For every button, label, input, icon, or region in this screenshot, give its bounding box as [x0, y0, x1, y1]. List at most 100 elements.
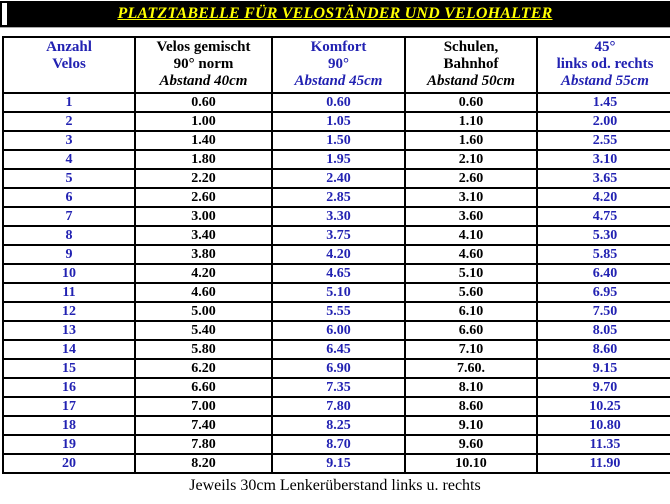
table-cell: 1.60: [404, 130, 538, 151]
table-row: 7 3.00 3.30 3.60 4.75: [2, 206, 670, 227]
header-line: Schulen,: [443, 39, 499, 55]
table-cell: 2: [2, 111, 136, 132]
table-cell: 6.60: [134, 377, 273, 398]
column-header-anzahl-velos: Anzahl Velos: [2, 36, 136, 94]
footer-note: Jeweils 30cm Lenkerüberstand links u. re…: [189, 477, 481, 494]
table-cell: 6.45: [271, 339, 406, 360]
table-cell: 8.20: [134, 453, 273, 474]
table-cell: 4.60: [404, 244, 538, 265]
table-cell: 14: [2, 339, 136, 360]
table-cell: 3.10: [404, 187, 538, 208]
table-cell: 3.40: [134, 225, 273, 246]
table-row: 3 1.40 1.50 1.60 2.55: [2, 130, 670, 151]
table-cell: 1.10: [404, 111, 538, 132]
table-cell: 4.10: [404, 225, 538, 246]
table-cell: 8.25: [271, 415, 406, 436]
header-line: Bahnhof: [443, 56, 499, 72]
header-line: 90° norm: [173, 56, 234, 72]
table-cell: 9.10: [404, 415, 538, 436]
table-cell: 5.00: [134, 301, 273, 322]
table-cell: 3.60: [404, 206, 538, 227]
table-cell: 7: [2, 206, 136, 227]
header-line: Abstand 40cm: [159, 73, 248, 89]
table-cell: 9.15: [536, 358, 670, 379]
table-row: 6 2.60 2.85 3.10 4.20: [2, 187, 670, 208]
table-cell: 20: [2, 453, 136, 474]
table-cell: 5.55: [271, 301, 406, 322]
table-cell: 1.40: [134, 130, 273, 151]
table-cell: 0.60: [404, 92, 538, 113]
table-cell: 11: [2, 282, 136, 303]
table-cell: 11.35: [536, 434, 670, 455]
platz-table: Anzahl Velos Velos gemischt 90° norm Abs…: [2, 36, 670, 474]
table-cell: 9.15: [271, 453, 406, 474]
table-cell: 4.75: [536, 206, 670, 227]
header-row: Anzahl Velos Velos gemischt 90° norm Abs…: [2, 36, 670, 94]
table-cell: 2.55: [536, 130, 670, 151]
table-cell: 1.95: [271, 149, 406, 170]
table-cell: 7.80: [134, 434, 273, 455]
table-cell: 17: [2, 396, 136, 417]
table-cell: 5.30: [536, 225, 670, 246]
table-cell: 5.80: [134, 339, 273, 360]
table-cell: 8.10: [404, 377, 538, 398]
table-cell: 11.90: [536, 453, 670, 474]
table-row: 9 3.80 4.20 4.60 5.85: [2, 244, 670, 265]
table-cell: 7.40: [134, 415, 273, 436]
table-cell: 2.60: [134, 187, 273, 208]
table-cell: 18: [2, 415, 136, 436]
table-cell: 8.60: [536, 339, 670, 360]
table-cell: 2.40: [271, 168, 406, 189]
table-cell: 6.60: [404, 320, 538, 341]
table-cell: 6: [2, 187, 136, 208]
table-cell: 5.85: [536, 244, 670, 265]
table-cell: 10: [2, 263, 136, 284]
header-line: links od. rechts: [556, 56, 654, 72]
table-cell: 3.10: [536, 149, 670, 170]
table-cell: 3.65: [536, 168, 670, 189]
page-title: PLATZTABELLE FÜR VELOSTÄNDER UND VELOHAL…: [117, 5, 553, 22]
table-cell: 0.60: [134, 92, 273, 113]
table-row: 2 1.00 1.05 1.10 2.00: [2, 111, 670, 132]
table-cell: 4.20: [134, 263, 273, 284]
column-header-schulen-bahnhof: Schulen, Bahnhof Abstand 50cm: [404, 36, 538, 94]
table-cell: 10.10: [404, 453, 538, 474]
table-cell: 2.20: [134, 168, 273, 189]
table-cell: 1.00: [134, 111, 273, 132]
header-line: Abstand 55cm: [561, 73, 649, 89]
table-cell: 13: [2, 320, 136, 341]
column-header-gemischt-90: Velos gemischt 90° norm Abstand 40cm: [134, 36, 273, 94]
table-cell: 1: [2, 92, 136, 113]
table-cell: 6.90: [271, 358, 406, 379]
table-cell: 7.50: [536, 301, 670, 322]
table-header: Anzahl Velos Velos gemischt 90° norm Abs…: [2, 36, 670, 94]
header-line: [5, 73, 133, 90]
table-row: 18 7.40 8.25 9.10 10.80: [2, 415, 670, 436]
table-cell: 1.45: [536, 92, 670, 113]
table-row: 15 6.20 6.90 7.60. 9.15: [2, 358, 670, 379]
title-bar-shadow: [0, 27, 670, 28]
table-cell: 1.50: [271, 130, 406, 151]
table-cell: 5.10: [404, 263, 538, 284]
table-cell: 3.00: [134, 206, 273, 227]
table-cell: 4.65: [271, 263, 406, 284]
table-cell: 7.35: [271, 377, 406, 398]
header-line: Velos gemischt: [156, 39, 251, 55]
table-cell: 3.30: [271, 206, 406, 227]
table-cell: 8: [2, 225, 136, 246]
table-cell: 2.00: [536, 111, 670, 132]
table-cell: 1.05: [271, 111, 406, 132]
table-row: 11 4.60 5.10 5.60 6.95: [2, 282, 670, 303]
table-cell: 5.40: [134, 320, 273, 341]
table-cell: 7.60.: [404, 358, 538, 379]
table-cell: 6.20: [134, 358, 273, 379]
table-cell: 1.80: [134, 149, 273, 170]
table-cell: 3.80: [134, 244, 273, 265]
table-cell: 8.60: [404, 396, 538, 417]
table-cell: 5.10: [271, 282, 406, 303]
table-cell: 9.60: [404, 434, 538, 455]
table-cell: 8.05: [536, 320, 670, 341]
table-cell: 10.80: [536, 415, 670, 436]
table-row: 20 8.20 9.15 10.10 11.90: [2, 453, 670, 474]
table-cell: 16: [2, 377, 136, 398]
